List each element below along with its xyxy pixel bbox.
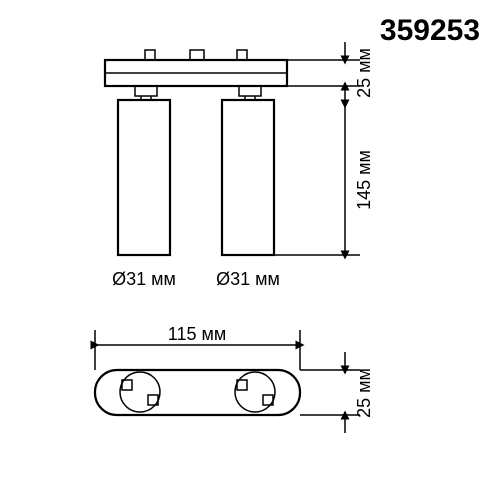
dim-track-height: 25 мм: [345, 42, 374, 104]
connector-stems: [135, 86, 261, 100]
dim-cylinder-height: 145 мм: [345, 104, 374, 255]
dia-label-right: Ø31 мм: [216, 269, 280, 289]
dim-base-width: 115 мм: [95, 324, 300, 370]
sku-label: 359253: [380, 14, 480, 47]
cylinder-left: [118, 100, 170, 255]
svg-text:25 мм: 25 мм: [354, 368, 374, 418]
dim-base-depth: 25 мм: [300, 352, 374, 433]
dia-label-left: Ø31 мм: [112, 269, 176, 289]
svg-text:25 мм: 25 мм: [354, 48, 374, 98]
track-bar: [105, 50, 287, 86]
cylinder-right: [222, 100, 274, 255]
svg-text:145 мм: 145 мм: [354, 150, 374, 210]
svg-text:115 мм: 115 мм: [168, 324, 226, 344]
plan-view: [95, 370, 300, 415]
